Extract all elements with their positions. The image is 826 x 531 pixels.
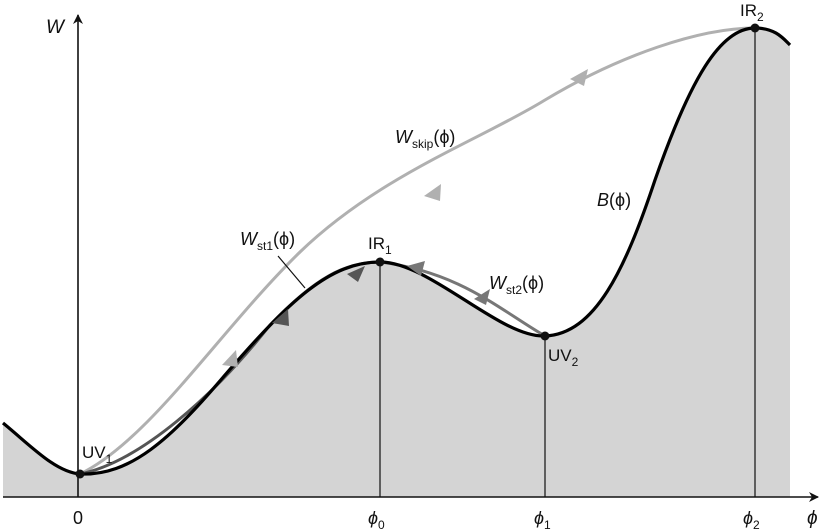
w-skip-curve — [79, 26, 756, 476]
tick-label-0: 0 — [73, 508, 83, 528]
b-curve — [1, 26, 792, 476]
tick-label-phi1: ϕ1 — [534, 508, 551, 531]
x-axis-label: ϕ — [807, 508, 818, 529]
w-st1-arrow-2 — [347, 266, 365, 282]
point-uv1 — [75, 469, 85, 479]
label-ir2: IR2 — [740, 1, 764, 24]
w-st1-arrow-1 — [272, 309, 289, 326]
label-ir1: IR1 — [368, 234, 392, 257]
w-st1-leader — [277, 255, 306, 289]
y-axis-label: W — [46, 17, 66, 38]
label-uv1: UV1 — [82, 443, 113, 466]
tick-label-phi0: ϕ0 — [368, 508, 385, 531]
point-uv2 — [540, 331, 550, 341]
w-skip-arrow-1 — [222, 350, 238, 367]
w-st2-arrow-1 — [474, 289, 490, 305]
label-w-skip: Wskip(ϕ) — [395, 127, 455, 151]
label-w-st1: Wst1(ϕ) — [240, 229, 295, 253]
w-st2-arrow-2 — [407, 261, 425, 276]
label-uv2: UV2 — [548, 346, 579, 369]
label-w-st2: Wst2(ϕ) — [489, 273, 544, 297]
w-skip-arrow-3 — [570, 69, 588, 86]
tick-label-phi2: ϕ2 — [743, 508, 760, 531]
shaded-region — [3, 28, 790, 497]
point-ir1 — [375, 257, 385, 267]
w-skip-arrow-2 — [424, 184, 441, 201]
label-b-curve: B(ϕ) — [597, 190, 631, 210]
point-ir2 — [750, 23, 760, 33]
